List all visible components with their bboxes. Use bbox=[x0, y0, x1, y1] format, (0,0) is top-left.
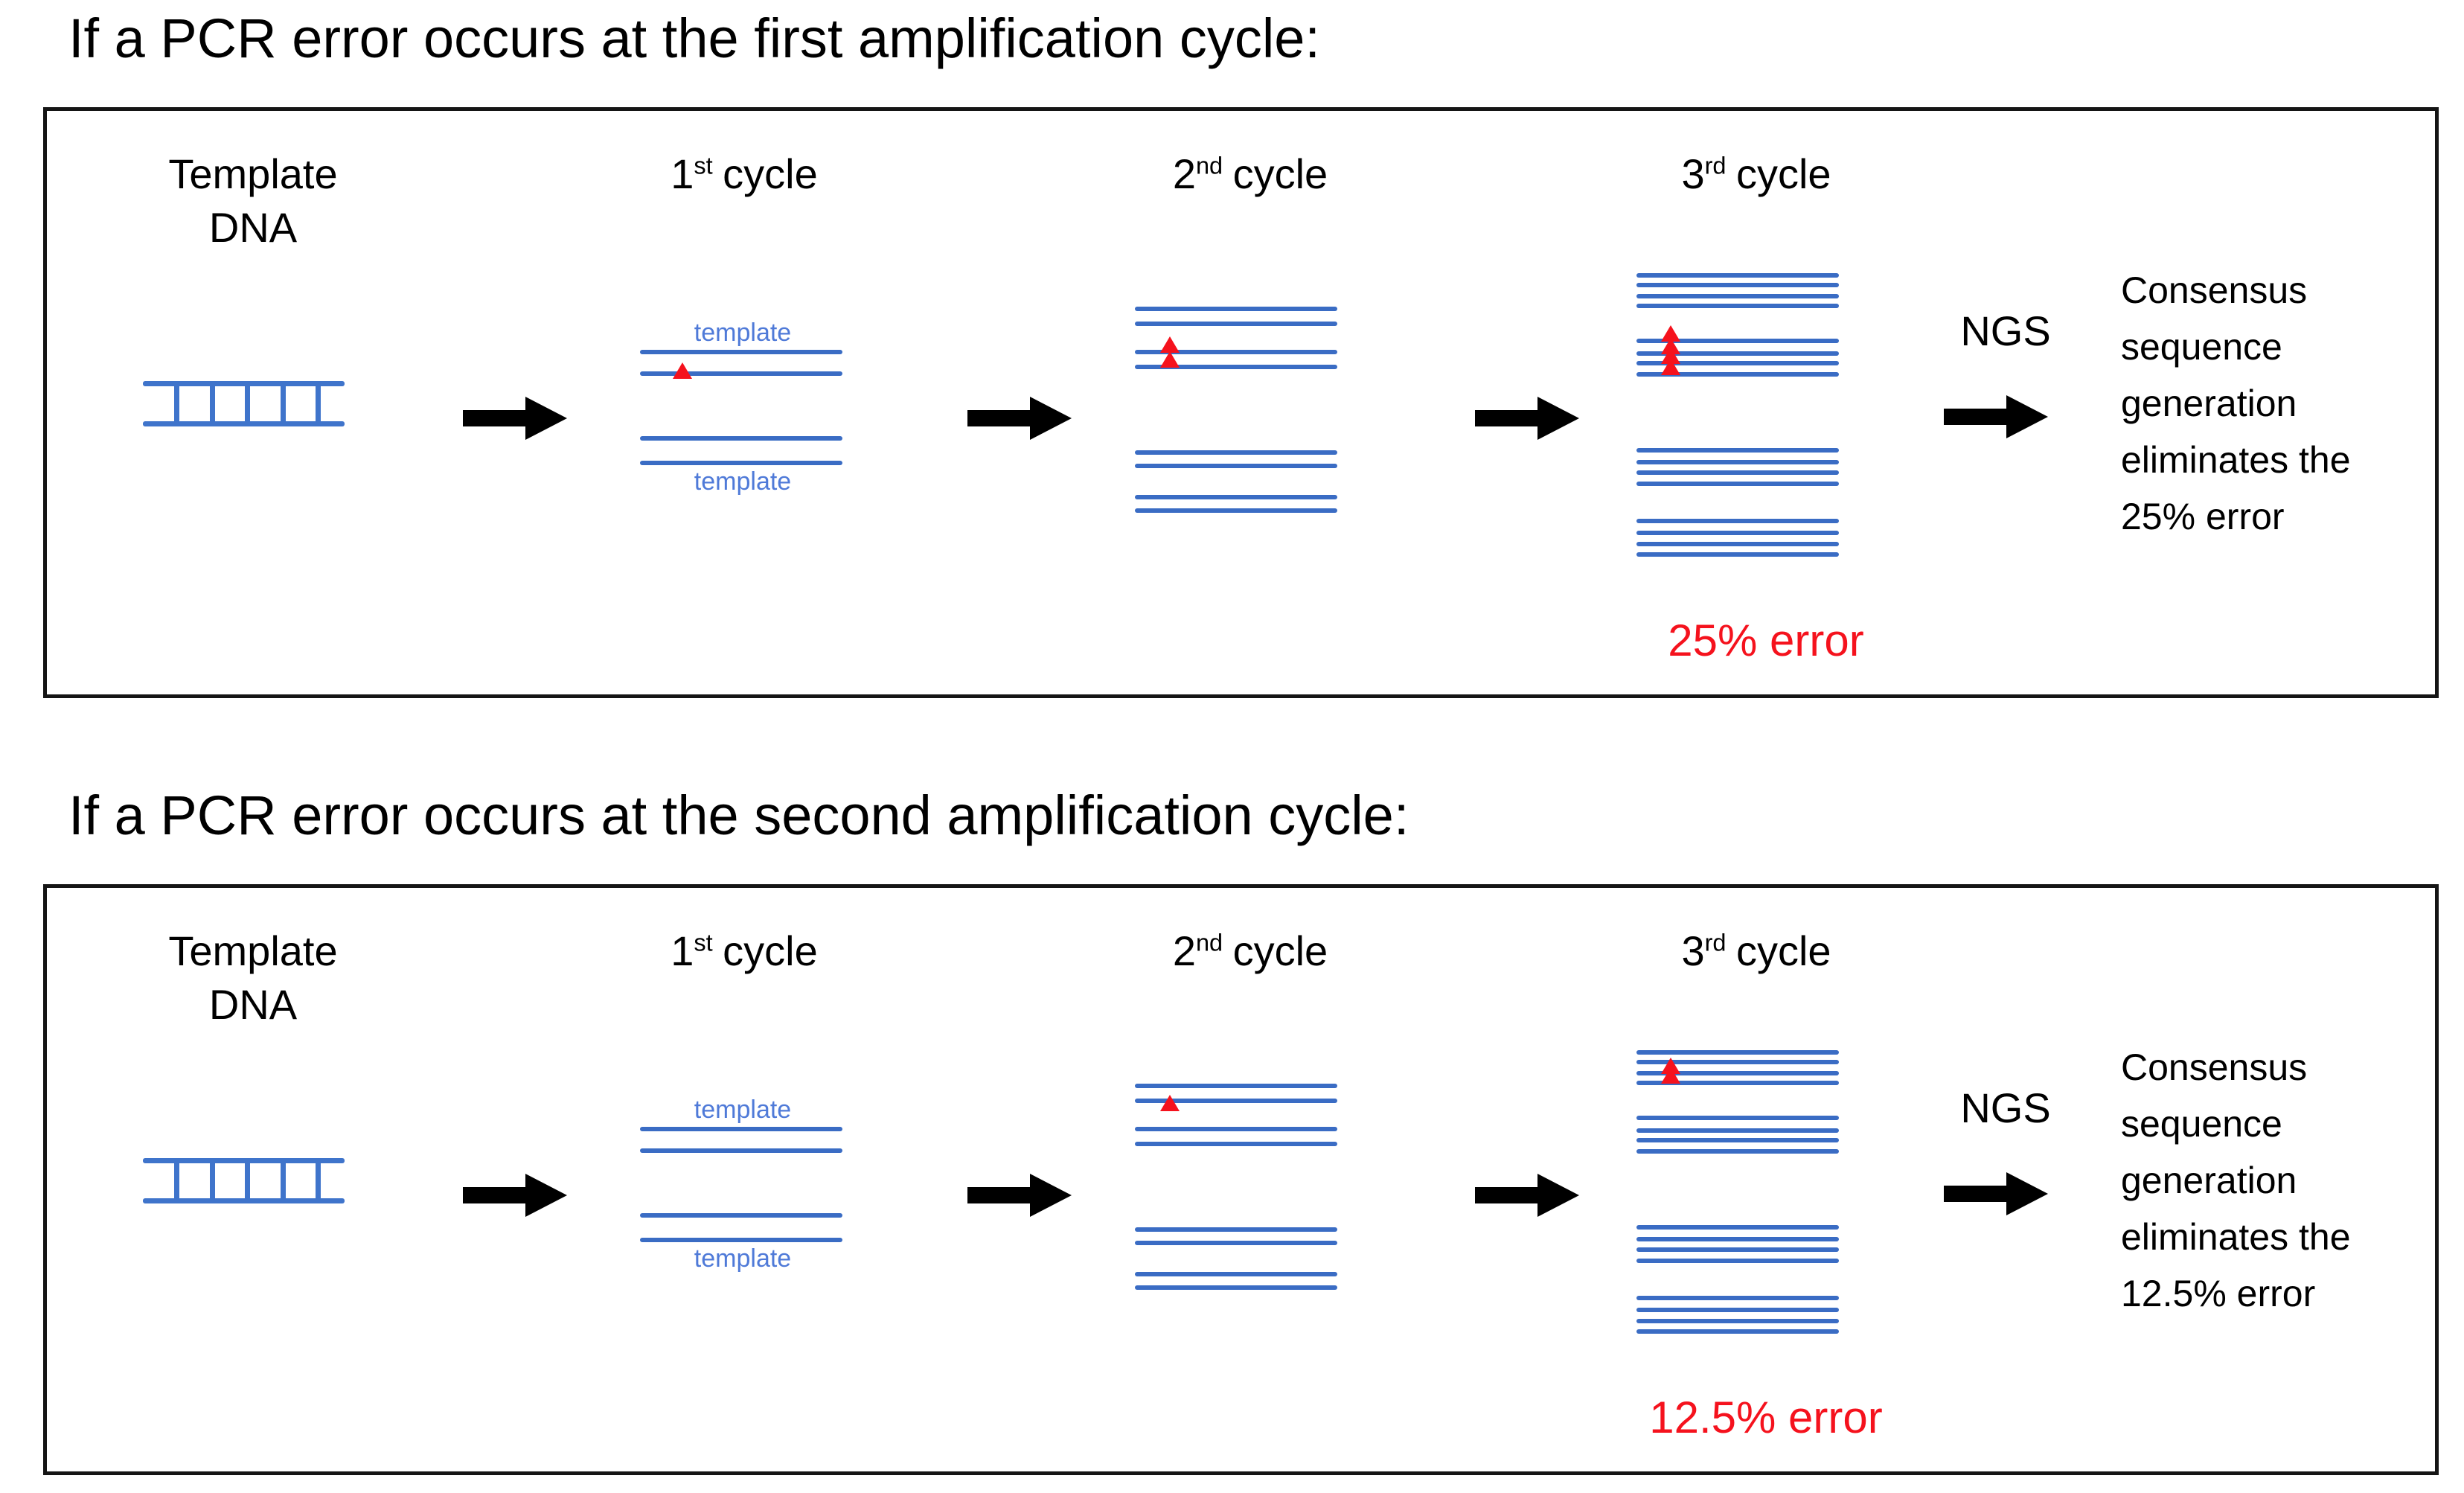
column-header-template-dna: Template DNA bbox=[168, 150, 338, 251]
template-strand-label: template bbox=[694, 1096, 792, 1124]
cycle-ordinal-suffix: nd bbox=[1196, 929, 1223, 956]
diagram-panel bbox=[43, 884, 2439, 1475]
ngs-label: NGS bbox=[1960, 1084, 2051, 1131]
consensus-note: Consensus sequence generation eliminates… bbox=[2121, 269, 2351, 537]
consensus-note: Consensus sequence generation eliminates… bbox=[2121, 1046, 2351, 1314]
dna-ladder-rung bbox=[281, 1160, 286, 1202]
column-header-1st-cycle: 1st cycle bbox=[610, 924, 878, 978]
flow-arrow-icon bbox=[1475, 397, 1579, 440]
dna-ladder-rail bbox=[143, 421, 345, 426]
cycle-ordinal-suffix: rd bbox=[1704, 152, 1727, 179]
ngs-arrow-icon bbox=[1944, 1172, 2048, 1215]
error-rate-label: 12.5% error bbox=[1649, 1393, 1883, 1442]
cycle-word: cycle bbox=[723, 150, 818, 197]
section-title: If a PCR error occurs at the first ampli… bbox=[68, 7, 1320, 69]
cycle-ordinal-suffix: st bbox=[694, 152, 713, 179]
dna-ladder-rung bbox=[210, 383, 215, 425]
template-strand-label: template bbox=[694, 319, 792, 347]
dna-ladder-rung bbox=[281, 383, 286, 425]
flow-arrow-icon bbox=[1475, 1174, 1579, 1217]
cycle-word: cycle bbox=[723, 927, 818, 974]
cycle-ordinal: 1 bbox=[671, 150, 694, 197]
cycle-ordinal-suffix: nd bbox=[1196, 152, 1223, 179]
cycle-word: cycle bbox=[1232, 927, 1328, 974]
template-strand-label: template bbox=[694, 467, 792, 496]
dna-ladder-rung bbox=[174, 1160, 179, 1202]
dna-ladder-rail bbox=[143, 1198, 345, 1203]
column-header-1st-cycle: 1st cycle bbox=[610, 147, 878, 201]
flow-arrow-icon bbox=[463, 1174, 567, 1217]
cycle-ordinal: 2 bbox=[1172, 927, 1196, 974]
flow-arrow-icon bbox=[967, 397, 1072, 440]
diagram-panel bbox=[43, 107, 2439, 698]
cycle-ordinal: 3 bbox=[1681, 927, 1705, 974]
section-title: If a PCR error occurs at the second ampl… bbox=[68, 784, 1409, 846]
cycle-word: cycle bbox=[1735, 150, 1831, 197]
dna-ladder-rail bbox=[143, 381, 345, 386]
cycle-word: cycle bbox=[1232, 150, 1328, 197]
cycle-word: cycle bbox=[1735, 927, 1831, 974]
section-error-second-cycle: If a PCR error occurs at the second ampl… bbox=[0, 777, 2464, 1493]
error-rate-label: 25% error bbox=[1668, 616, 1864, 665]
template-dna-ladder bbox=[143, 1158, 345, 1203]
column-header-3rd-cycle: 3rd cycle bbox=[1622, 147, 1890, 201]
column-header-template-dna: Template DNA bbox=[168, 927, 338, 1028]
flow-arrow-icon bbox=[967, 1174, 1072, 1217]
dna-ladder-rung bbox=[174, 383, 179, 425]
ngs-label: NGS bbox=[1960, 307, 2051, 354]
column-header-2nd-cycle: 2nd cycle bbox=[1116, 147, 1384, 201]
template-dna-ladder bbox=[143, 381, 345, 426]
column-header-2nd-cycle: 2nd cycle bbox=[1116, 924, 1384, 978]
ngs-arrow-icon bbox=[1944, 395, 2048, 438]
dna-ladder-rung bbox=[316, 1160, 321, 1202]
cycle-ordinal: 1 bbox=[671, 927, 694, 974]
flow-arrow-icon bbox=[463, 397, 567, 440]
dna-ladder-rung bbox=[210, 1160, 215, 1202]
section-error-first-cycle: If a PCR error occurs at the first ampli… bbox=[0, 0, 2464, 746]
dna-ladder-rung bbox=[316, 383, 321, 425]
cycle-ordinal-suffix: rd bbox=[1704, 929, 1727, 956]
cycle-ordinal: 2 bbox=[1172, 150, 1196, 197]
dna-ladder-rung bbox=[245, 1160, 250, 1202]
template-strand-label: template bbox=[694, 1244, 792, 1273]
cycle-ordinal: 3 bbox=[1681, 150, 1705, 197]
dna-ladder-rung bbox=[245, 383, 250, 425]
column-header-3rd-cycle: 3rd cycle bbox=[1622, 924, 1890, 978]
cycle-ordinal-suffix: st bbox=[694, 929, 713, 956]
dna-ladder-rail bbox=[143, 1158, 345, 1163]
